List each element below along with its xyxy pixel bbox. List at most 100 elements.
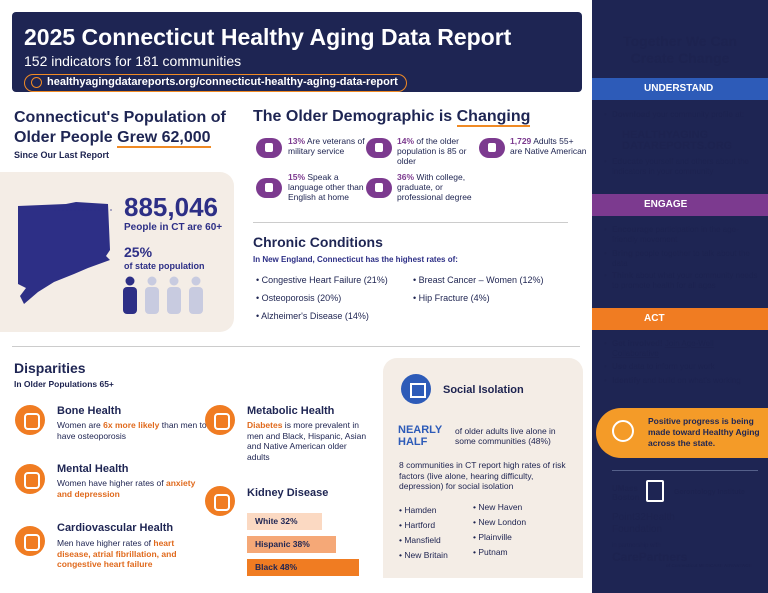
- act-1-bold: Get involved!: [612, 339, 663, 348]
- population-subtitle: Since Our Last Report: [14, 150, 110, 160]
- healthyaging-logo[interactable]: HEALTHYAGING DATAREPORTS.ORG: [622, 129, 733, 152]
- town-item: Hamden: [399, 505, 436, 515]
- chronic-item: Congestive Heart Failure (21%): [256, 275, 388, 285]
- person-filled-icon: [123, 276, 137, 314]
- town-item: Mansfield: [399, 535, 440, 545]
- town-item: Plainville: [473, 532, 512, 542]
- act-3-text: and build on what's working: [640, 376, 741, 385]
- town-item: Hartford: [399, 520, 435, 530]
- stat-85-plus-text: of the older population is 85 or older: [397, 136, 467, 166]
- stat-native-text: Adults 55+ are Native American: [510, 136, 587, 156]
- nearly-half-label: NEARLY HALF: [398, 424, 443, 448]
- gerontology-institute: Gerontology Institute: [674, 489, 745, 496]
- act-3-bold: Identify: [612, 376, 641, 385]
- chronic-subtitle: In New England, Connecticut has the high…: [253, 255, 458, 264]
- stat-degree: 36% With college, graduate, or professio…: [397, 172, 475, 202]
- understand-2-bold: Educate: [612, 157, 644, 166]
- handshake-icon: [602, 308, 632, 330]
- bone-health-text: Women are 6x more likely than men to hav…: [57, 420, 207, 441]
- cardiovascular-text: Men have higher rates of heart disease, …: [57, 538, 207, 570]
- heart-brain-icon: [15, 464, 45, 494]
- stat-veterans: 13% Are veterans of military service: [288, 136, 366, 156]
- connecticut-map-icon: [18, 202, 114, 304]
- partnership-label: in partnership with: [612, 543, 661, 549]
- understand-label: UNDERSTAND: [644, 83, 714, 94]
- logo-line2: DATAREPORTS.ORG: [622, 140, 733, 152]
- stat-85-plus: 14% of the older population is 85 or old…: [397, 136, 475, 166]
- act-item-identify: Identify and build on what's working: [604, 376, 762, 386]
- metabolic-health-text: Diabetes is more prevalent in men and Bl…: [247, 420, 367, 462]
- population-title-part2: Grew 62,000: [117, 129, 211, 148]
- person-empty-icon: [145, 276, 159, 314]
- house-icon: [401, 374, 431, 404]
- report-title: 2025 Connecticut Healthy Aging Data Repo…: [24, 24, 512, 50]
- social-isolation-desc: 8 communities in CT report high rates of…: [399, 460, 566, 491]
- bone-text-em: 6x more likely: [103, 420, 160, 430]
- stat-native: 1,729 Adults 55+ are Native American: [510, 136, 588, 156]
- disparities-subtitle: In Older Populations 65+: [14, 379, 114, 389]
- divider: [253, 222, 568, 223]
- population-title: Connecticut's Population of Older People…: [14, 108, 234, 148]
- hand-icon: [15, 405, 45, 435]
- town-item: New London: [473, 517, 526, 527]
- metabolic-text-post: is more prevalent in men and Black, Hisp…: [247, 420, 367, 462]
- kidney-disease-title: Kidney Disease: [247, 487, 329, 499]
- logo-line1: HEALTHYAGING: [622, 129, 709, 141]
- engage-1-text: participation in the age-friendly moveme…: [612, 225, 739, 244]
- population-number: 885,046: [124, 192, 218, 222]
- kidney-icon: [205, 486, 235, 516]
- engage-item-bring: Bring people together to talk about the …: [604, 249, 762, 269]
- person-empty-icon: [189, 276, 203, 314]
- mental-health-title: Mental Health: [57, 463, 129, 475]
- heartbeat-icon: [15, 526, 45, 556]
- globe-icon: [31, 77, 42, 88]
- stat-veterans-text: Are veterans of military service: [288, 136, 365, 156]
- chat-icon: [602, 194, 632, 216]
- act-header: ACT: [592, 308, 768, 330]
- flag-icon: [256, 138, 282, 158]
- divider: [12, 346, 580, 347]
- nearly-half-text: of older adults live alone in some commu…: [455, 426, 556, 446]
- engage-header: ENGAGE: [592, 194, 768, 216]
- graduation-cap-icon: [366, 178, 392, 198]
- engage-3-bold: Think: [612, 271, 634, 280]
- metabolic-text-em: Diabetes: [247, 420, 283, 430]
- understand-2-text: yourself and others about the indicators…: [612, 157, 749, 176]
- cardio-text-pre: Men have higher rates of: [57, 538, 154, 548]
- rocket-icon: [612, 420, 634, 442]
- person-empty-icon: [167, 276, 181, 314]
- population-percent: 25%: [124, 244, 153, 260]
- carepartners-logo: CarePartners: [612, 550, 688, 564]
- cardio-text-em: heart disease, atrial fibrillation, and …: [57, 538, 177, 569]
- speech-bubble-icon: [256, 178, 282, 198]
- population-title-part1: Connecticut's Population of Older People: [14, 109, 226, 146]
- town-item: Putnam: [473, 547, 507, 557]
- mental-health-text: Women have higher rates of anxiety and d…: [57, 478, 207, 499]
- engage-label: ENGAGE: [644, 199, 688, 210]
- stat-85-plus-value: 14%: [397, 136, 415, 146]
- sidebar-title: Together We Can Create Change: [623, 33, 737, 66]
- metabolic-health-title: Metabolic Health: [247, 405, 335, 417]
- join-collaborative-link[interactable]: Join Age-Well Collaborative: [612, 339, 714, 358]
- population-share-icons: [123, 276, 203, 314]
- kidney-bar-white: White 32%: [247, 513, 322, 530]
- chronic-item: Hip Fracture (4%): [413, 293, 490, 303]
- act-item-involved: Get involved! Join Age-Well Collaborativ…: [604, 339, 762, 359]
- social-isolation-title: Social Isolation: [443, 384, 524, 396]
- report-url-link[interactable]: healthyagingdatareports.org/connecticut-…: [24, 74, 407, 92]
- engage-3-text: about what your community needs to promo…: [612, 271, 758, 290]
- stat-language-value: 15%: [288, 172, 306, 182]
- carepartners-subtitle: of Connecticut MEDICARE ADVANTAGE: [666, 563, 752, 568]
- understand-item-download: Download your community profile at:: [604, 110, 762, 120]
- bone-text-pre: Women are: [57, 420, 104, 430]
- town-item: New Britain: [399, 550, 447, 560]
- act-item-use: Use data to inform your work: [604, 362, 762, 372]
- understand-1-bold: Download: [612, 110, 651, 119]
- bone-health-title: Bone Health: [57, 405, 122, 417]
- progress-text: Positive progress is being made toward H…: [648, 416, 760, 448]
- stat-degree-text: With college, graduate, or professional …: [397, 172, 472, 202]
- kidney-bar-hispanic: Hispanic 38%: [247, 536, 336, 553]
- people-group-icon: [366, 138, 392, 158]
- stat-language: 15% Speak a language other than English …: [288, 172, 366, 202]
- engage-item-encourage: Encourage participation in the age-frien…: [604, 225, 762, 245]
